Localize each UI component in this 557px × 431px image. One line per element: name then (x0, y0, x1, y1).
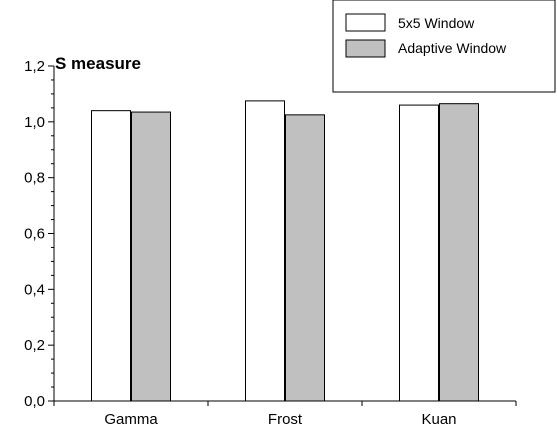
bars (91, 100, 479, 402)
bar-frost-series-2 (285, 114, 325, 402)
x-axis-ticks: Gamma Frost Kuan (53, 401, 517, 428)
bar-kuan-series-2 (439, 103, 479, 402)
legend-label-series-2: Adaptive Window (398, 40, 507, 56)
y-tick-label: 1,0 (24, 114, 45, 131)
x-tick-label: Gamma (104, 411, 158, 428)
y-tick-label: 0,6 (24, 226, 45, 243)
y-tick-label: 0,4 (24, 281, 45, 298)
y-tick-label: 1,2 (24, 58, 45, 75)
chart-title: S measure (55, 54, 141, 73)
y-tick-label: 0,2 (24, 337, 45, 354)
bar-frost-series-1 (245, 100, 285, 402)
x-tick-label: Frost (268, 411, 303, 428)
y-axis-ticks: 0,0 0,2 0,4 0,6 0,8 1,0 1,2 (24, 58, 54, 410)
y-tick-label: 0,0 (24, 393, 45, 410)
y-tick-label: 0,8 (24, 170, 45, 187)
legend-swatch-series-1 (345, 13, 386, 32)
bar-kuan-series-1 (399, 104, 439, 402)
x-tick-label: Kuan (421, 411, 456, 428)
bar-gamma-series-2 (131, 111, 171, 402)
legend-swatch-series-2 (345, 39, 386, 58)
legend-label-series-1: 5x5 Window (398, 15, 475, 31)
bar-gamma-series-1 (91, 110, 131, 402)
legend: 5x5 Window Adaptive Window (332, 0, 556, 93)
